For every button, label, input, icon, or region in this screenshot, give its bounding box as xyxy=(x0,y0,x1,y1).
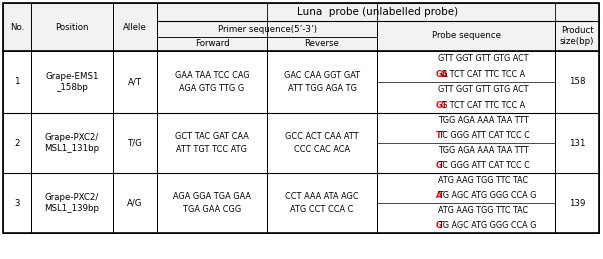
Text: 3: 3 xyxy=(14,198,20,207)
Bar xyxy=(31,3,113,51)
Text: GCT TAC GAT CAA
ATT TGT TCC ATG: GCT TAC GAT CAA ATT TGT TCC ATG xyxy=(175,132,249,154)
Bar xyxy=(157,37,267,51)
Text: T: T xyxy=(435,131,441,140)
Bar xyxy=(157,51,267,113)
Bar xyxy=(555,173,599,233)
Bar xyxy=(377,113,555,173)
Text: TC GGG ATT CAT TCC C: TC GGG ATT CAT TCC C xyxy=(438,131,530,140)
Text: GAC CAA GGT GAT
ATT TGG AGA TG: GAC CAA GGT GAT ATT TGG AGA TG xyxy=(284,71,360,93)
Text: 2: 2 xyxy=(14,139,20,147)
Bar xyxy=(555,21,599,51)
Bar xyxy=(157,3,599,21)
Text: TC GGG ATT CAT TCC C: TC GGG ATT CAT TCC C xyxy=(438,161,530,170)
Text: Forward: Forward xyxy=(195,40,229,48)
Text: No.: No. xyxy=(10,23,24,32)
Bar xyxy=(377,21,555,51)
Text: TG AGC ATG GGG CCA G: TG AGC ATG GGG CCA G xyxy=(438,221,537,230)
Text: T/G: T/G xyxy=(128,139,142,147)
Text: Position: Position xyxy=(55,23,89,32)
Bar xyxy=(3,51,31,113)
Text: A/T: A/T xyxy=(128,77,142,87)
Bar xyxy=(555,51,599,113)
Text: GCC ACT CAA ATT
CCC CAC ACA: GCC ACT CAA ATT CCC CAC ACA xyxy=(285,132,359,154)
Text: A: A xyxy=(435,191,442,200)
Bar xyxy=(267,51,377,113)
Bar xyxy=(113,113,157,173)
Bar xyxy=(555,113,599,173)
Bar xyxy=(267,37,377,51)
Bar xyxy=(113,3,157,51)
Text: GT: GT xyxy=(435,101,447,110)
Text: Grape-PXC2/
MSL1_131bp: Grape-PXC2/ MSL1_131bp xyxy=(45,133,99,153)
Text: Probe sequence: Probe sequence xyxy=(432,32,500,40)
Text: TGG AGA AAA TAA TTT: TGG AGA AAA TAA TTT xyxy=(438,146,529,155)
Text: Primer sequence(5’-3’): Primer sequence(5’-3’) xyxy=(218,25,317,33)
Text: ATG AAG TGG TTC TAC: ATG AAG TGG TTC TAC xyxy=(438,206,529,215)
Text: G TCT CAT TTC TCC A: G TCT CAT TTC TCC A xyxy=(441,70,525,79)
Text: GTT GGT GTT GTG ACT: GTT GGT GTT GTG ACT xyxy=(438,54,529,63)
Text: GAA TAA TCC CAG
AGA GTG TTG G: GAA TAA TCC CAG AGA GTG TTG G xyxy=(175,71,249,93)
Text: 158: 158 xyxy=(569,77,586,87)
Text: Reverse: Reverse xyxy=(305,40,339,48)
Bar xyxy=(3,113,31,173)
Bar xyxy=(3,173,31,233)
Bar xyxy=(157,173,267,233)
Text: G: G xyxy=(435,161,442,170)
Text: ATG AAG TGG TTC TAC: ATG AAG TGG TTC TAC xyxy=(438,176,529,185)
Text: 1: 1 xyxy=(14,77,20,87)
Text: TGG AGA AAA TAA TTT: TGG AGA AAA TAA TTT xyxy=(438,116,529,125)
Text: G: G xyxy=(435,221,442,230)
Text: GA: GA xyxy=(435,70,448,79)
Bar xyxy=(113,51,157,113)
Bar xyxy=(113,173,157,233)
Bar xyxy=(377,51,555,113)
Text: Grape-EMS1
_158bp: Grape-EMS1 _158bp xyxy=(45,71,99,92)
Text: TG AGC ATG GGG CCA G: TG AGC ATG GGG CCA G xyxy=(438,191,537,200)
Bar xyxy=(157,21,377,37)
Text: GTT GGT GTT GTG ACT: GTT GGT GTT GTG ACT xyxy=(438,85,529,94)
Text: 139: 139 xyxy=(569,198,585,207)
Bar xyxy=(377,173,555,233)
Bar xyxy=(3,3,31,51)
Text: A/G: A/G xyxy=(127,198,143,207)
Text: AGA GGA TGA GAA
TGA GAA CGG: AGA GGA TGA GAA TGA GAA CGG xyxy=(173,192,251,214)
Text: Luna  probe (unlabelled probe): Luna probe (unlabelled probe) xyxy=(297,7,458,17)
Text: Grape-PXC2/
MSL1_139bp: Grape-PXC2/ MSL1_139bp xyxy=(45,193,99,213)
Bar xyxy=(267,113,377,173)
Text: CCT AAA ATA AGC
ATG CCT CCA C: CCT AAA ATA AGC ATG CCT CCA C xyxy=(285,192,359,214)
Bar xyxy=(31,51,113,113)
Bar xyxy=(157,113,267,173)
Bar xyxy=(3,3,599,233)
Bar xyxy=(267,173,377,233)
Bar xyxy=(31,113,113,173)
Text: 131: 131 xyxy=(569,139,586,147)
Text: Product
size(bp): Product size(bp) xyxy=(560,26,594,46)
Text: Allele: Allele xyxy=(123,23,147,32)
Bar xyxy=(31,173,113,233)
Text: G TCT CAT TTC TCC A: G TCT CAT TTC TCC A xyxy=(441,101,525,110)
